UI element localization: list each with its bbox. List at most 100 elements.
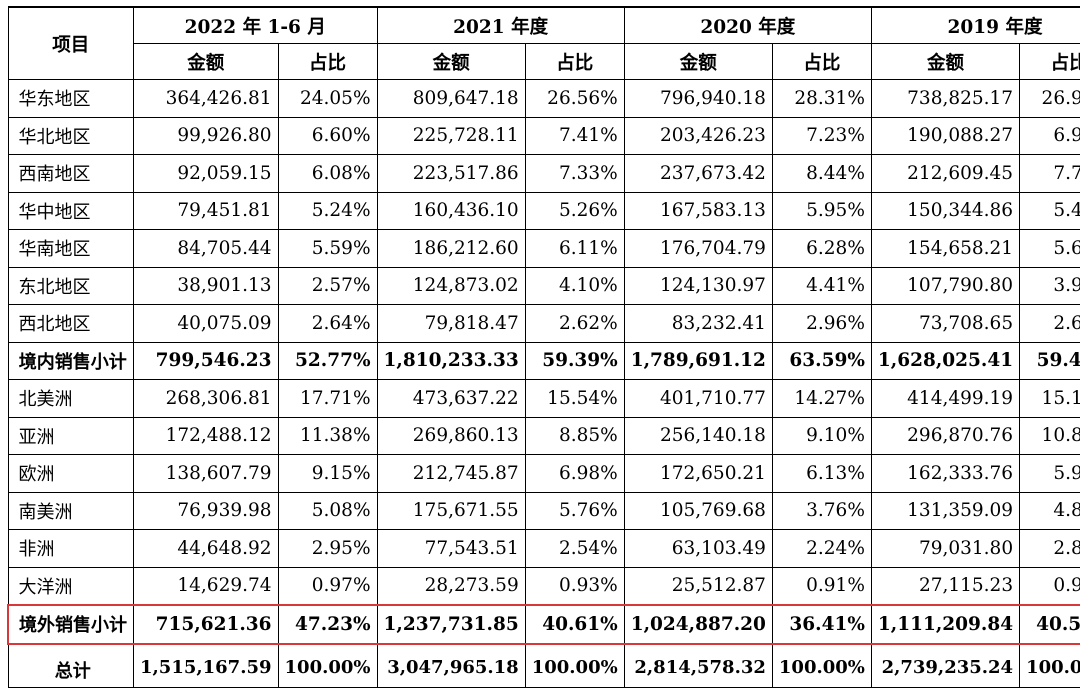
cell-amount: 150,344.86 (870, 191, 1021, 230)
cell-ratio: 52.77% (277, 341, 378, 380)
cell-ratio: 10.84% (1019, 416, 1080, 455)
cell-amount: 92,059.15 (133, 154, 279, 193)
header-row-metrics: 金额 占比 金额 占比 金额 占比 金额 占比 (8, 43, 1080, 80)
cell-ratio: 28.31% (771, 79, 872, 118)
cell-amount: 76,939.98 (133, 491, 279, 530)
header-ratio: 占比 (524, 43, 625, 80)
row-label: 西南地区 (7, 154, 134, 193)
cell-ratio: 2.57% (277, 266, 378, 305)
cell-amount: 1,111,209.84 (870, 604, 1021, 645)
table-row: 非洲 44,648.92 2.95% 77,543.51 2.54% 63,103.49 2… (7, 529, 1080, 568)
row-label: 南美洲 (7, 491, 134, 530)
header-ratio: 占比 (771, 43, 872, 80)
cell-ratio: 2.89% (1019, 529, 1080, 568)
cell-amount: 105,769.68 (623, 491, 773, 530)
row-label: 大洋洲 (7, 566, 134, 606)
cell-ratio: 6.13% (771, 454, 872, 493)
cell-amount: 124,873.02 (376, 266, 526, 305)
header-amount: 金额 (376, 43, 526, 80)
cell-amount: 14,629.74 (133, 566, 279, 606)
cell-amount: 190,088.27 (870, 116, 1021, 155)
cell-ratio: 7.41% (524, 116, 625, 155)
header-amount: 金额 (133, 43, 279, 80)
cell-amount: 73,708.65 (870, 304, 1021, 343)
cell-amount: 172,650.21 (623, 454, 773, 493)
cell-ratio: 9.10% (771, 416, 872, 455)
cell-amount: 3,047,965.18 (376, 643, 526, 688)
cell-amount: 99,926.80 (133, 116, 279, 155)
cell-amount: 131,359.09 (870, 491, 1021, 530)
cell-ratio: 5.49% (1019, 191, 1080, 230)
cell-amount: 107,790.80 (870, 266, 1021, 305)
table-row-subtotal: 境外销售小计 715,621.36 47.23% 1,237,731.85 40.61%… (7, 604, 1080, 645)
cell-ratio: 2.64% (277, 304, 378, 343)
header-ratio: 占比 (1019, 43, 1080, 80)
cell-amount: 296,870.76 (870, 416, 1021, 455)
cell-amount: 237,673.42 (623, 154, 773, 193)
cell-amount: 225,728.11 (376, 116, 526, 155)
cell-ratio: 59.39% (524, 341, 625, 380)
header-period-2021: 2021 年度 (376, 6, 625, 44)
cell-ratio: 4.80% (1019, 491, 1080, 530)
table-row: 华中地区 79,451.81 5.24% 160,436.10 5.26% 167,583… (7, 191, 1080, 230)
cell-ratio: 6.60% (277, 116, 378, 155)
table-row: 华南地区 84,705.44 5.59% 186,212.60 6.11% 176,704… (7, 229, 1080, 268)
cell-amount: 25,512.87 (623, 566, 773, 606)
table-row: 南美洲 76,939.98 5.08% 175,671.55 5.76% 105,769.… (7, 491, 1080, 530)
cell-ratio: 24.05% (277, 79, 378, 118)
cell-ratio: 6.08% (277, 154, 378, 193)
cell-ratio: 0.93% (524, 566, 625, 606)
cell-amount: 79,451.81 (133, 191, 279, 230)
cell-amount: 38,901.13 (133, 266, 279, 305)
cell-amount: 796,940.18 (623, 79, 773, 118)
cell-amount: 799,546.23 (133, 341, 279, 380)
cell-amount: 27,115.23 (870, 566, 1021, 606)
cell-ratio: 5.95% (771, 191, 872, 230)
header-item: 项目 (7, 6, 134, 80)
cell-ratio: 0.99% (1019, 566, 1080, 606)
cell-ratio: 26.97% (1019, 79, 1080, 118)
cell-ratio: 2.69% (1019, 304, 1080, 343)
cell-ratio: 100.00% (771, 643, 872, 688)
cell-amount: 473,637.22 (376, 379, 526, 418)
cell-ratio: 3.76% (771, 491, 872, 530)
table-row-subtotal: 境内销售小计 799,546.23 52.77% 1,810,233.33 59.39%… (7, 341, 1080, 380)
row-label: 北美洲 (7, 379, 134, 418)
cell-amount: 84,705.44 (133, 229, 279, 268)
cell-amount: 124,130.97 (623, 266, 773, 305)
cell-amount: 28,273.59 (376, 566, 526, 606)
cell-ratio: 15.54% (524, 379, 625, 418)
cell-ratio: 4.10% (524, 266, 625, 305)
cell-ratio: 7.76% (1019, 154, 1080, 193)
cell-ratio: 8.44% (771, 154, 872, 193)
cell-amount: 2,814,578.32 (623, 643, 773, 688)
cell-ratio: 5.93% (1019, 454, 1080, 493)
cell-ratio: 2.62% (524, 304, 625, 343)
row-label: 华中地区 (7, 191, 134, 230)
cell-amount: 256,140.18 (623, 416, 773, 455)
cell-amount: 203,426.23 (623, 116, 773, 155)
cell-amount: 162,333.76 (870, 454, 1021, 493)
cell-ratio: 17.71% (277, 379, 378, 418)
cell-ratio: 6.28% (771, 229, 872, 268)
cell-amount: 154,658.21 (870, 229, 1021, 268)
cell-amount: 269,860.13 (376, 416, 526, 455)
cell-ratio: 6.98% (524, 454, 625, 493)
cell-ratio: 3.94% (1019, 266, 1080, 305)
table-row: 大洋洲 14,629.74 0.97% 28,273.59 0.93% 25,512.87… (7, 566, 1080, 606)
cell-ratio: 5.76% (524, 491, 625, 530)
cell-amount: 268,306.81 (133, 379, 279, 418)
cell-amount: 1,789,691.12 (623, 341, 773, 380)
row-label: 华北地区 (7, 116, 134, 155)
cell-amount: 414,499.19 (870, 379, 1021, 418)
row-label: 西北地区 (7, 304, 134, 343)
header-amount: 金额 (870, 43, 1021, 80)
cell-amount: 172,488.12 (133, 416, 279, 455)
row-label: 境内销售小计 (7, 341, 134, 380)
cell-amount: 1,810,233.33 (376, 341, 526, 380)
sales-by-region-table-wrapper: 项目 2022 年 1-6 月 2021 年度 2020 年度 2019 年度 … (7, 6, 1080, 688)
cell-ratio: 15.13% (1019, 379, 1080, 418)
row-label: 华东地区 (7, 79, 134, 118)
row-label: 华南地区 (7, 229, 134, 268)
table-body: 华东地区 364,426.81 24.05% 809,647.18 26.56% 796,… (7, 79, 1080, 688)
